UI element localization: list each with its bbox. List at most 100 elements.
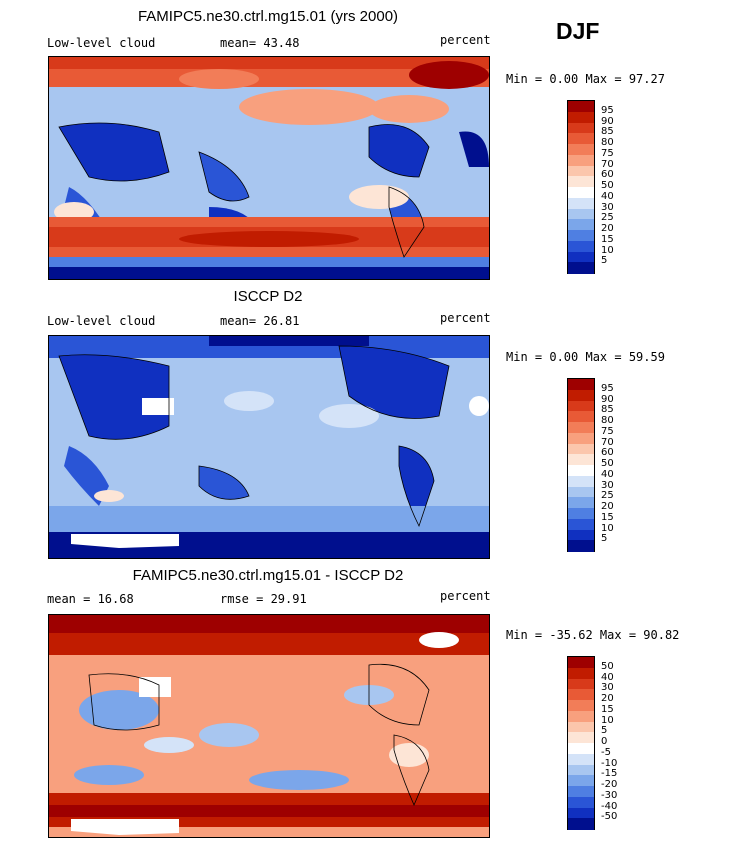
colorbar-cell xyxy=(568,775,594,787)
colorbar-cell xyxy=(568,411,594,423)
colorbar-cell xyxy=(568,529,594,541)
colorbar-tick-label: 95 xyxy=(601,382,614,394)
colorbar-tick-label: -10 xyxy=(601,757,618,769)
colorbar-cell xyxy=(568,133,594,145)
panel-3-colorbar xyxy=(567,656,595,830)
panel-2-mean-label: mean= 26.81 xyxy=(220,314,300,328)
colorbar-cell xyxy=(568,807,594,819)
colorbar-tick-label: 0 xyxy=(601,736,608,747)
colorbar-cell xyxy=(568,486,594,498)
colorbar-tick-label: 5 xyxy=(601,725,608,737)
colorbar-cell xyxy=(568,497,594,509)
colorbar-tick-label: 50 xyxy=(601,458,614,469)
colorbar-tick-label: 60 xyxy=(601,447,614,459)
colorbar-cell xyxy=(568,700,594,712)
colorbar-tick-label: 85 xyxy=(601,126,614,138)
colorbar-cell xyxy=(568,454,594,466)
colorbar-cell xyxy=(568,251,594,263)
colorbar-tick-label: 20 xyxy=(601,223,614,234)
colorbar-tick-label: 40 xyxy=(601,468,614,480)
colorbar-cell xyxy=(568,508,594,520)
colorbar-tick-label: 20 xyxy=(601,501,614,512)
colorbar-tick-label: 95 xyxy=(601,104,614,116)
panel-3-mean-label: mean = 16.68 xyxy=(47,592,134,606)
panel-1-title: FAMIPC5.ne30.ctrl.mg15.01 (yrs 2000) xyxy=(137,8,399,25)
colorbar-tick-label: -5 xyxy=(601,746,611,758)
colorbar-cell xyxy=(568,678,594,690)
colorbar-cell xyxy=(568,818,594,830)
panel-2-map xyxy=(48,335,490,559)
panel-1-colorbar xyxy=(567,100,595,274)
panel-3-units-label: percent xyxy=(440,589,491,603)
colorbar-cell xyxy=(568,657,594,669)
colorbar-cell xyxy=(568,443,594,455)
colorbar-cell xyxy=(568,667,594,679)
panel-1-map xyxy=(48,56,490,280)
colorbar-cell xyxy=(568,786,594,798)
colorbar-tick-label: 15 xyxy=(601,703,614,715)
panel-1-map-svg xyxy=(49,57,489,279)
colorbar-cell xyxy=(568,540,594,552)
colorbar-tick-label: 20 xyxy=(601,693,614,704)
colorbar-tick-label: 10 xyxy=(601,522,614,534)
colorbar-cell xyxy=(568,764,594,776)
colorbar-tick-label: 30 xyxy=(601,201,614,213)
colorbar-tick-label: 50 xyxy=(601,660,614,672)
colorbar-tick-label: 40 xyxy=(601,190,614,202)
colorbar-cell xyxy=(568,111,594,123)
colorbar-tick-label: 80 xyxy=(601,137,614,148)
colorbar-cell xyxy=(568,689,594,701)
colorbar-cell xyxy=(568,187,594,199)
colorbar-cell xyxy=(568,389,594,401)
colorbar-tick-label: 25 xyxy=(601,490,614,502)
colorbar-tick-label: 10 xyxy=(601,714,614,726)
season-label: DJF xyxy=(556,18,600,44)
panel-1-variable-label: Low-level cloud xyxy=(47,36,156,50)
colorbar-cell xyxy=(568,176,594,188)
colorbar-cell xyxy=(568,732,594,744)
colorbar-cell xyxy=(568,101,594,113)
panel-2-units-label: percent xyxy=(440,311,491,325)
panel-2-title: ISCCP D2 xyxy=(233,288,303,305)
colorbar-tick-label: 80 xyxy=(601,415,614,426)
colorbar-cell xyxy=(568,710,594,722)
colorbar-tick-label: 5 xyxy=(601,533,608,545)
colorbar-cell xyxy=(568,154,594,166)
colorbar-cell xyxy=(568,796,594,808)
panel-1-colorbar-cells xyxy=(568,101,594,274)
colorbar-tick-label: 15 xyxy=(601,511,614,523)
colorbar-cell xyxy=(568,240,594,252)
colorbar-tick-label: -50 xyxy=(601,811,618,823)
colorbar-cell xyxy=(568,743,594,755)
colorbar-tick-label: 90 xyxy=(601,393,614,405)
colorbar-cell xyxy=(568,379,594,391)
colorbar-tick-label: 90 xyxy=(601,115,614,127)
colorbar-cell xyxy=(568,422,594,434)
panel-3-map xyxy=(48,614,490,838)
panel-2-colorbar-cells xyxy=(568,379,594,552)
colorbar-tick-label: -40 xyxy=(601,800,618,812)
colorbar-cell xyxy=(568,197,594,209)
panel-3-map-svg xyxy=(49,615,489,837)
panel-1-minmax: Min = 0.00 Max = 97.27 xyxy=(506,72,665,86)
panel-1-mean-label: mean= 43.48 xyxy=(220,36,300,50)
colorbar-tick-label: 30 xyxy=(601,682,614,694)
colorbar-cell xyxy=(568,465,594,477)
panel-2-minmax: Min = 0.00 Max = 59.59 xyxy=(506,350,665,364)
colorbar-cell xyxy=(568,165,594,177)
colorbar-cell xyxy=(568,475,594,487)
panel-1-units-label: percent xyxy=(440,33,491,47)
colorbar-cell xyxy=(568,122,594,134)
colorbar-cell xyxy=(568,262,594,274)
colorbar-cell xyxy=(568,753,594,765)
colorbar-cell xyxy=(568,230,594,242)
colorbar-tick-label: 75 xyxy=(601,147,614,159)
colorbar-tick-label: -15 xyxy=(601,768,618,780)
panel-2-map-svg xyxy=(49,336,489,558)
colorbar-tick-label: 5 xyxy=(601,255,608,267)
panel-3-minmax: Min = -35.62 Max = 90.82 xyxy=(506,628,680,642)
colorbar-tick-label: 85 xyxy=(601,404,614,416)
panel-2-colorbar xyxy=(567,378,595,552)
colorbar-cell xyxy=(568,219,594,231)
colorbar-tick-label: 40 xyxy=(601,671,614,683)
